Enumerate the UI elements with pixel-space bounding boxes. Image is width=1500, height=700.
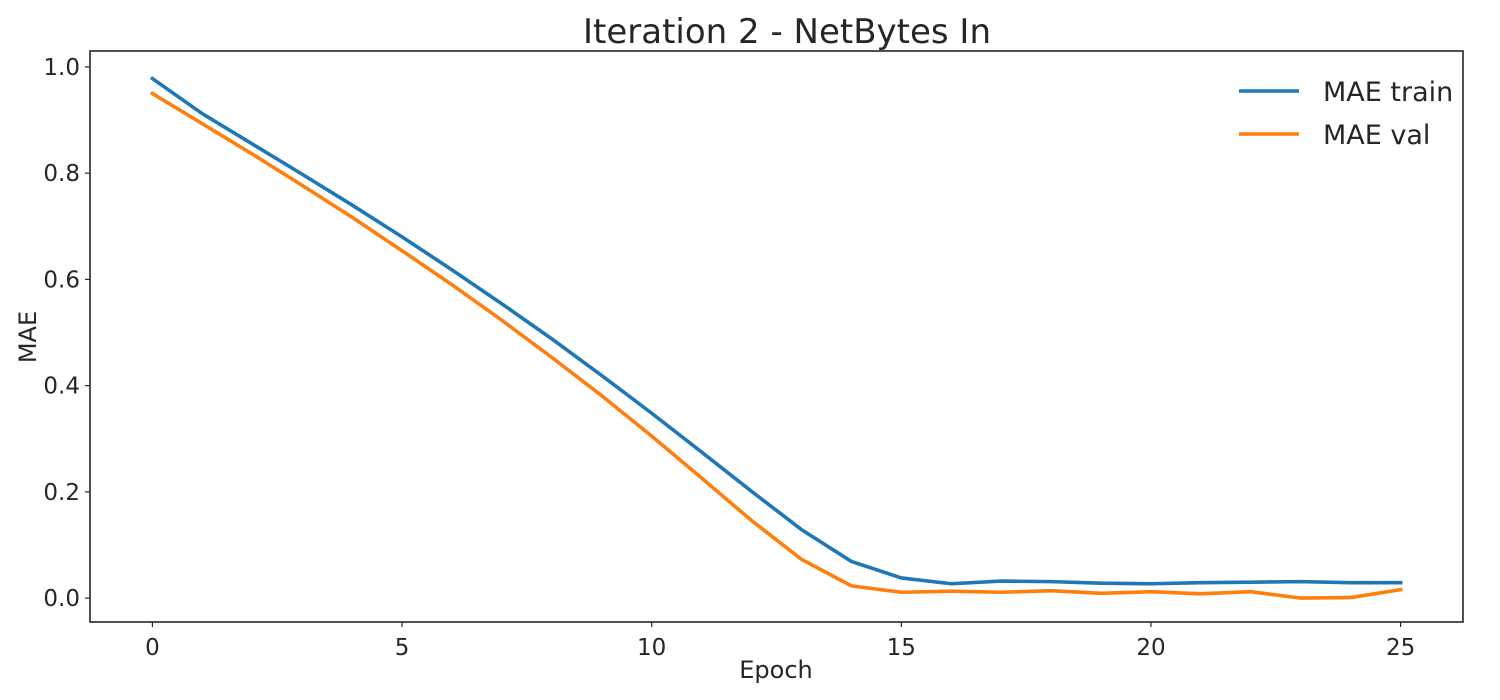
y-tick-label: 1.0 [43, 55, 80, 81]
x-tick-label: 10 [637, 635, 666, 661]
x-tick-label: 25 [1386, 635, 1415, 661]
y-tick-label: 0.6 [43, 267, 80, 293]
y-axis-ticks: 0.0 0.2 0.4 0.6 0.8 1.0 [43, 55, 90, 612]
x-tick-label: 0 [145, 635, 160, 661]
y-tick-label: 0.4 [43, 374, 80, 400]
plot-area-frame [89, 50, 1464, 623]
y-tick-label: 0.2 [43, 480, 80, 506]
legend-entry-label: MAE val [1323, 120, 1430, 151]
x-axis-ticks: 0 5 10 15 20 25 [145, 622, 1415, 661]
x-tick-label: 15 [887, 635, 916, 661]
y-axis-label: MAE [14, 311, 42, 363]
series-line-mae-train [149, 76, 1403, 586]
x-tick-label: 5 [395, 635, 410, 661]
legend-entry-label: MAE train [1323, 77, 1453, 108]
series-line-mae-val [149, 91, 1403, 600]
series-lines [149, 76, 1403, 600]
x-axis-label: Epoch [739, 656, 813, 684]
y-tick-label: 0.0 [43, 586, 80, 612]
legend: MAE train MAE val [1239, 77, 1453, 151]
chart-title: Iteration 2 - NetBytes In [583, 12, 991, 52]
y-tick-label: 0.8 [43, 161, 80, 187]
x-tick-label: 20 [1136, 635, 1165, 661]
